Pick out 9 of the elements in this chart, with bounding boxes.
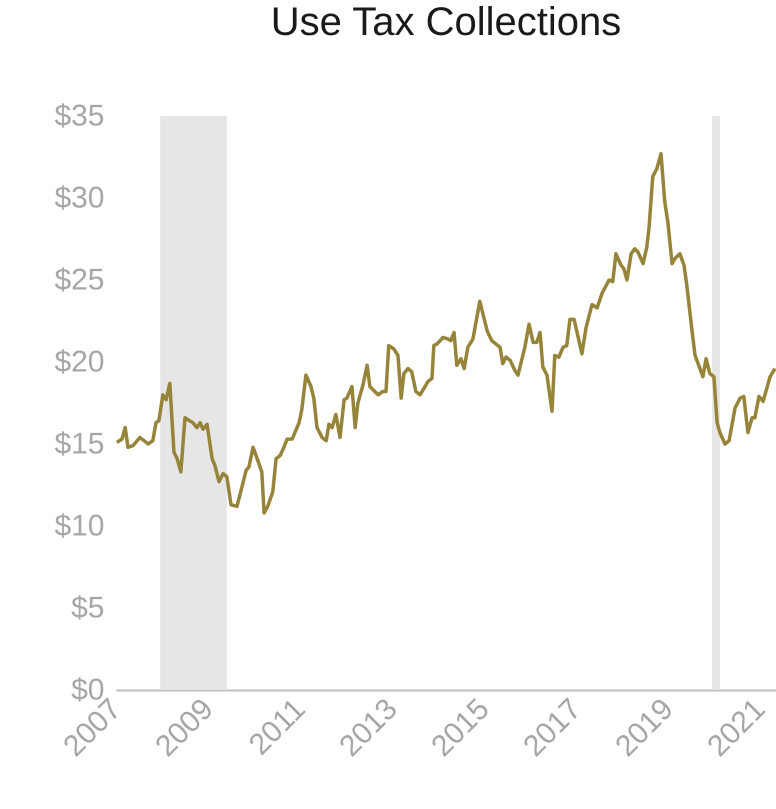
y-tick-label: $10 [54, 510, 104, 542]
chart-title: Use Tax Collections [270, 0, 622, 44]
line-series [115, 152, 776, 515]
y-tick-label: $20 [54, 346, 104, 378]
y-tick-label: $25 [54, 264, 104, 296]
y-tick-label: $35 [54, 100, 104, 132]
y-tick-label: $5 [71, 592, 104, 624]
y-tick-label: $30 [54, 182, 104, 214]
y-tick-label: $15 [54, 428, 104, 460]
